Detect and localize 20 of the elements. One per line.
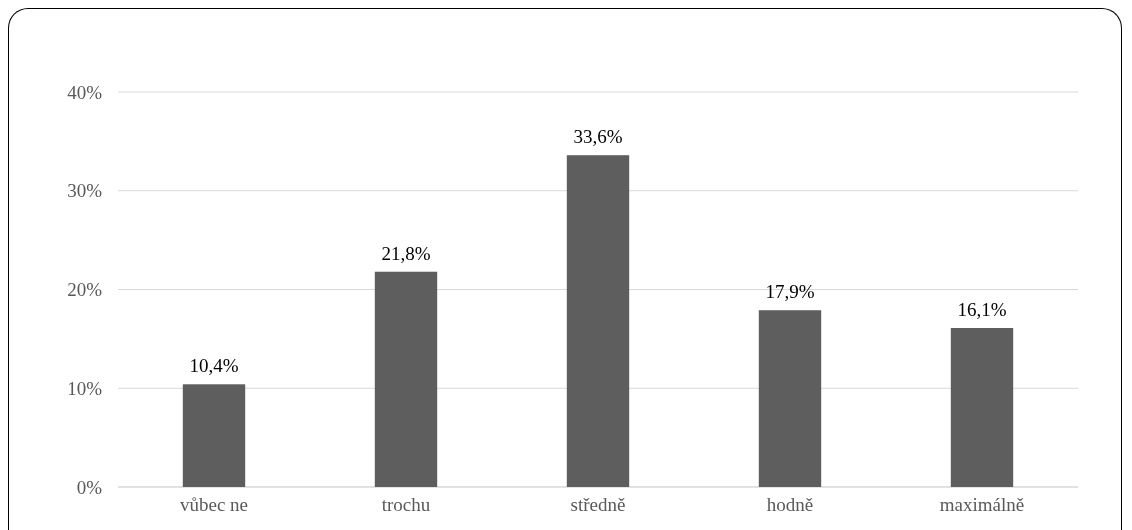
y-tick-label: 30% bbox=[67, 180, 103, 202]
bar bbox=[182, 384, 246, 487]
data-label: 17,9% bbox=[765, 281, 815, 303]
data-label: 10,4% bbox=[189, 355, 239, 377]
y-tick-label: 0% bbox=[76, 476, 103, 498]
x-tick-label: maximálně bbox=[939, 494, 1025, 515]
bar bbox=[950, 328, 1014, 487]
y-tick-label: 40% bbox=[67, 81, 103, 103]
x-tick-label: hodně bbox=[766, 494, 814, 515]
y-tick-label: 20% bbox=[67, 279, 103, 301]
data-label: 21,8% bbox=[381, 242, 431, 264]
x-tick-label: středně bbox=[570, 494, 626, 515]
x-tick-label: trochu bbox=[381, 494, 431, 515]
data-label: 33,6% bbox=[573, 126, 623, 148]
bar bbox=[374, 271, 438, 487]
bar bbox=[566, 155, 630, 487]
x-tick-label: vůbec ne bbox=[179, 494, 249, 515]
y-tick-label: 10% bbox=[67, 377, 103, 399]
data-label: 16,1% bbox=[957, 299, 1007, 321]
bar bbox=[758, 310, 822, 487]
